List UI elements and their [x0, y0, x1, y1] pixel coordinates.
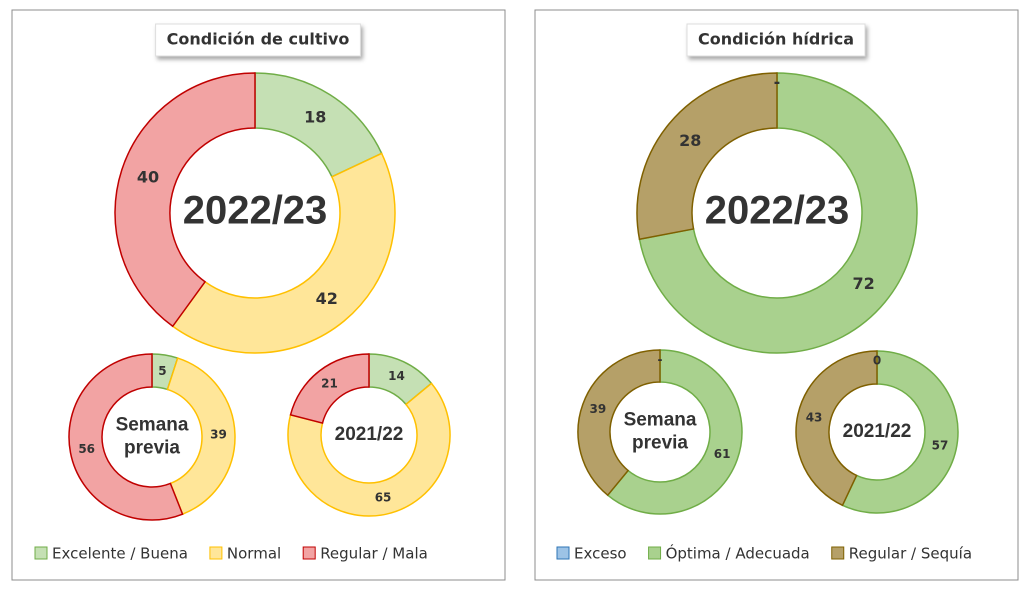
donut-slice — [636, 72, 778, 241]
legend-swatch — [302, 546, 316, 560]
donut-slice — [841, 350, 959, 514]
legend-swatch — [648, 546, 662, 560]
data-label: - — [658, 353, 663, 367]
center-label: 2022/23 — [705, 189, 850, 233]
center-label: 2022/23 — [183, 189, 328, 233]
data-label: 40 — [137, 168, 159, 187]
data-label: 65 — [375, 490, 392, 504]
legend-label: Óptima / Adecuada — [666, 544, 810, 563]
center-label: Semana previa — [116, 415, 189, 459]
donut-slice — [289, 353, 370, 424]
data-label: 72 — [853, 274, 875, 293]
legend-swatch — [209, 546, 223, 560]
center-label: Semana previa — [624, 410, 697, 454]
data-label: 5 — [158, 364, 166, 378]
data-label: 56 — [78, 442, 95, 456]
donut-slice — [166, 357, 236, 516]
data-label: 42 — [316, 289, 338, 308]
data-label: 18 — [304, 108, 326, 127]
data-label: 61 — [714, 447, 731, 461]
donut-slice — [68, 353, 184, 521]
data-label: 21 — [321, 377, 338, 391]
legend-swatch — [831, 546, 845, 560]
donut-slice — [638, 72, 918, 354]
donut-slice — [795, 350, 878, 507]
center-label: 2021/22 — [335, 424, 404, 445]
donut-slice — [287, 382, 451, 517]
legend-label: Excelente / Buena — [52, 545, 188, 563]
legend-swatch — [34, 546, 48, 560]
chart-title: Condición hídrica — [698, 30, 854, 49]
legend-label: Regular / Sequía — [849, 545, 972, 563]
donut-slice — [114, 72, 256, 328]
data-label: 28 — [679, 131, 701, 150]
legend-swatch — [556, 546, 570, 560]
donut-slice — [171, 152, 396, 354]
donut-slice — [606, 349, 743, 515]
data-label: 14 — [388, 369, 405, 383]
legend-label: Normal — [227, 545, 281, 563]
title-box — [155, 23, 361, 57]
donut-slice — [577, 349, 661, 497]
legend-label: Regular / Mala — [320, 545, 428, 563]
data-label: 57 — [932, 439, 949, 453]
data-label: - — [774, 73, 781, 92]
data-label: 0 — [873, 354, 881, 368]
legend-label: Exceso — [574, 545, 627, 563]
title-box — [686, 23, 866, 57]
data-label: 43 — [806, 410, 823, 424]
data-label: 39 — [210, 427, 227, 441]
center-label: 2021/22 — [843, 421, 912, 442]
data-label: 39 — [590, 402, 607, 416]
chart-title: Condición de cultivo — [167, 30, 350, 49]
